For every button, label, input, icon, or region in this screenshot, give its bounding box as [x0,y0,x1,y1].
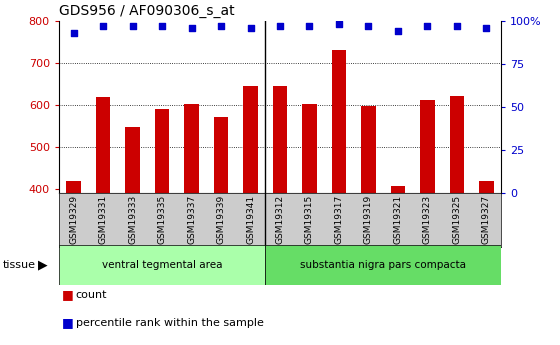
Text: GSM19333: GSM19333 [128,195,137,244]
Text: ■: ■ [62,316,73,329]
Text: GSM19337: GSM19337 [187,195,196,244]
Text: GSM19321: GSM19321 [394,195,403,244]
Text: tissue: tissue [3,260,36,270]
Bar [213,117,228,193]
Text: GSM19329: GSM19329 [69,195,78,244]
Bar [302,105,317,193]
Bar [243,86,258,193]
Bar [66,180,81,193]
Bar [273,86,287,193]
Text: GSM19331: GSM19331 [99,195,108,244]
Bar [265,245,501,285]
Bar [390,186,405,193]
Point [334,21,343,27]
Bar [332,50,346,193]
Bar [125,127,140,193]
Text: ▶: ▶ [38,258,48,272]
Text: GSM19327: GSM19327 [482,195,491,244]
Bar [96,97,110,193]
Point [99,23,108,29]
Point [452,23,461,29]
Point [394,28,403,34]
Point [157,23,166,29]
Text: GSM19341: GSM19341 [246,195,255,244]
Bar [479,180,494,193]
Text: count: count [76,290,107,300]
Text: GSM19319: GSM19319 [364,195,373,244]
Text: percentile rank within the sample: percentile rank within the sample [76,318,263,327]
Text: GSM19325: GSM19325 [452,195,461,244]
Point [246,25,255,30]
Text: GDS956 / AF090306_s_at: GDS956 / AF090306_s_at [59,4,235,18]
Point [423,23,432,29]
Bar [184,105,199,193]
Point [128,23,137,29]
Text: GSM19317: GSM19317 [334,195,343,244]
Text: substantia nigra pars compacta: substantia nigra pars compacta [300,260,466,270]
Bar [361,106,376,193]
Point [276,23,284,29]
Bar [420,100,435,193]
Point [187,25,196,30]
Point [69,30,78,36]
Bar [450,96,464,193]
Text: GSM19323: GSM19323 [423,195,432,244]
Text: ventral tegmental area: ventral tegmental area [102,260,222,270]
Text: ■: ■ [62,288,73,302]
Point [305,23,314,29]
Point [364,23,373,29]
Bar [59,245,265,285]
Text: GSM19335: GSM19335 [157,195,166,244]
Bar [155,109,169,193]
Point [217,23,226,29]
Text: GSM19315: GSM19315 [305,195,314,244]
Text: GSM19312: GSM19312 [276,195,284,244]
Point [482,25,491,30]
Text: GSM19339: GSM19339 [217,195,226,244]
